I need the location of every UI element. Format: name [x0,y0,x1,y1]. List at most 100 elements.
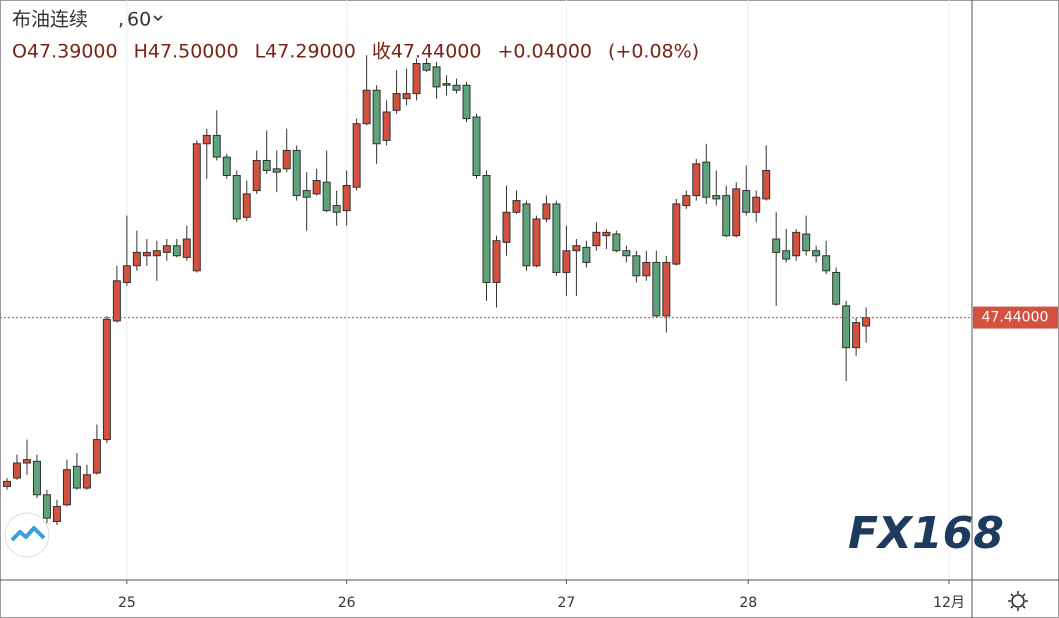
candle-body [792,231,801,257]
candle-body [42,494,51,519]
logo-icon[interactable] [4,512,50,558]
candle-body [302,190,311,198]
candle-body [652,261,661,317]
candle-body [242,193,251,218]
candle-body [272,168,281,173]
candle-body [292,149,301,197]
candle-body [672,203,681,265]
candle-body [602,231,611,237]
candle-body [612,233,621,252]
candle-body [492,240,501,283]
candle-body [22,459,31,464]
candle-body [582,246,591,263]
candle-body [702,161,711,198]
candle-body [72,465,81,489]
candle-body [322,181,331,212]
candle-body [472,116,481,177]
symbol-interval: 60 [127,9,151,31]
candle-body [762,169,771,200]
header-value: 收47.44000 [372,41,482,63]
candle-body [552,203,561,273]
candle-body [62,469,71,506]
candle-body [172,245,181,257]
candle-body [462,84,471,120]
separator: , [118,9,124,31]
x-tick-label: 26 [338,595,356,611]
price-label: 47.44000 [982,310,1049,326]
candle-body [162,245,171,253]
candle-body [852,322,861,349]
candle-body [372,89,381,145]
header-value: (+0.08%) [608,41,699,63]
candle-body [782,250,791,260]
candle-body [52,505,61,522]
price-label-box [973,306,1058,329]
candle-body [102,318,111,441]
candle-body [342,185,351,212]
candle-body [282,149,291,170]
candle-body [842,305,851,349]
candle-body [122,265,131,283]
x-tick-label: 12月 [933,595,965,611]
symbol-title: 布油连续 [12,9,88,31]
candle-body [832,271,841,305]
header-value: +0.04000 [498,41,593,63]
candle-body [182,238,191,258]
candle-body [532,218,541,267]
candle-body [642,261,651,277]
candle-body [482,175,491,283]
candle-body [622,250,631,257]
header-value: L47.29000 [255,41,356,63]
candle-body [822,255,831,272]
candle-body [12,462,21,479]
candle-body [772,238,781,253]
candle-body [2,480,11,487]
candle-body [132,251,141,267]
candle-body [212,134,221,158]
header-values: O47.39000 H47.50000 L47.29000 收47.44000 +0.0… [12,41,699,63]
candle-body [442,83,451,86]
candle-body [502,211,511,243]
candle-body [412,63,421,95]
candle-body [752,196,761,213]
settings-icon[interactable] [1008,591,1028,611]
candle-body [732,188,741,237]
x-tick-label: 28 [739,595,757,611]
candle-body [722,195,731,237]
candle-body [112,280,121,322]
candle-body [332,205,341,213]
x-tick-label: 27 [558,595,576,611]
candle-body [222,156,231,177]
candle-body [432,66,441,88]
header-value: H47.50000 [134,41,239,63]
candle-body [82,474,91,489]
candle-body [802,233,811,252]
x-tick-label: 25 [118,595,136,611]
candle-body [362,89,371,125]
candle-body [682,195,691,207]
candle-body [662,261,671,317]
candle-body [522,203,531,267]
candle-body [252,159,261,192]
watermark: FX168 [848,508,1004,559]
candle-body [632,255,641,277]
candle-body [862,317,871,327]
candle-body [382,111,391,141]
candle-body [512,200,521,213]
candle-body [402,93,411,100]
candle-body [232,175,241,220]
dropdown-icon[interactable] [153,15,163,22]
candle-body [812,250,821,257]
candle-body [562,250,571,273]
candle-body [202,134,211,145]
candle-body [542,203,551,220]
candle-body [262,159,271,171]
candle-body [572,245,581,252]
candle-body [192,143,201,272]
candle-body [692,163,701,197]
candle-body [452,84,461,91]
candle-body [92,439,101,474]
candle-body [592,231,601,247]
